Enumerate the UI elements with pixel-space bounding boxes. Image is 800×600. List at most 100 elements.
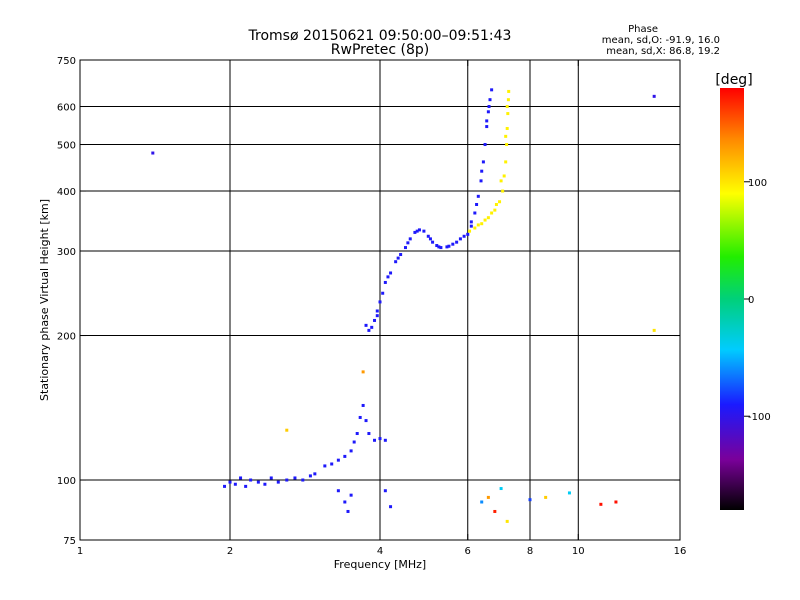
data-point xyxy=(493,509,497,513)
y-tick-label: 750 xyxy=(57,56,76,67)
colorbar-tick-label: 0 xyxy=(748,295,754,306)
data-point xyxy=(506,112,510,116)
data-point xyxy=(505,143,509,147)
data-point xyxy=(336,458,340,462)
data-point xyxy=(381,291,385,295)
data-point xyxy=(383,280,387,284)
data-point xyxy=(493,208,497,212)
data-point xyxy=(428,237,432,241)
data-point xyxy=(378,437,382,441)
phase-stats-title: Phase xyxy=(628,24,658,35)
data-point xyxy=(223,484,227,488)
y-tick-label: 75 xyxy=(63,536,76,547)
data-point xyxy=(375,309,379,313)
data-point xyxy=(476,223,480,227)
y-tick-label: 200 xyxy=(57,332,76,343)
data-point xyxy=(396,256,400,260)
data-point xyxy=(293,476,297,480)
data-point xyxy=(389,505,393,509)
data-point xyxy=(375,314,379,318)
data-point xyxy=(228,480,232,484)
x-tick-label: 2 xyxy=(227,546,233,557)
data-point xyxy=(370,325,374,329)
data-point xyxy=(308,474,312,478)
data-point xyxy=(499,487,503,491)
data-point xyxy=(417,228,421,232)
y-tick-label: 100 xyxy=(57,476,76,487)
colorbar-ticks: 100 0 -100 xyxy=(744,178,771,423)
data-point xyxy=(343,454,347,458)
data-point xyxy=(473,211,477,215)
data-point xyxy=(476,194,480,198)
y-tick-label: 400 xyxy=(57,187,76,198)
y-tick-label: 500 xyxy=(57,141,76,152)
data-point xyxy=(485,119,489,123)
x-tick-label: 10 xyxy=(572,546,585,557)
colorbar-label: [deg] xyxy=(715,72,752,88)
data-point xyxy=(466,232,470,236)
data-point xyxy=(276,480,280,484)
y-tick-label: 300 xyxy=(57,247,76,258)
data-point xyxy=(485,125,489,129)
data-point xyxy=(151,151,155,155)
y-tick-label: 600 xyxy=(57,103,76,114)
data-point xyxy=(473,226,477,230)
data-point xyxy=(301,478,305,482)
data-point xyxy=(490,211,494,215)
data-point xyxy=(256,480,260,484)
data-point xyxy=(378,300,382,304)
data-point xyxy=(652,94,656,98)
data-point xyxy=(528,498,532,502)
data-point xyxy=(367,432,371,436)
data-point xyxy=(406,241,410,245)
data-point xyxy=(355,432,359,436)
data-point xyxy=(367,328,371,332)
grid-lines xyxy=(80,60,680,540)
data-point xyxy=(435,244,439,248)
data-point xyxy=(413,230,417,234)
chart-subtitle: RwPretec (8p) xyxy=(331,42,429,58)
data-point xyxy=(364,323,368,327)
data-point xyxy=(383,438,387,442)
x-axis-label: Frequency [MHz] xyxy=(334,558,426,571)
data-point xyxy=(498,200,502,204)
data-point xyxy=(445,245,449,249)
y-axis-label: Stationary phase Virtual Height [km] xyxy=(38,199,51,401)
data-point xyxy=(499,179,503,183)
data-point xyxy=(505,519,509,523)
data-point xyxy=(490,88,494,92)
data-point xyxy=(239,476,243,480)
data-point xyxy=(349,493,353,497)
data-point xyxy=(361,403,365,407)
data-point xyxy=(479,179,483,183)
data-point xyxy=(469,224,473,228)
data-point xyxy=(323,464,327,468)
data-point xyxy=(394,260,398,264)
data-point xyxy=(481,160,485,164)
data-point xyxy=(486,110,490,114)
data-point xyxy=(494,202,498,206)
x-tick-label: 1 xyxy=(77,546,83,557)
data-point xyxy=(567,491,571,495)
data-point xyxy=(244,484,248,488)
data-point xyxy=(486,495,490,499)
data-point xyxy=(455,240,459,244)
data-point xyxy=(336,489,340,493)
data-point xyxy=(249,478,253,482)
data-point xyxy=(352,440,356,444)
data-point xyxy=(505,126,509,130)
data-point xyxy=(544,495,548,499)
data-point xyxy=(480,222,484,226)
x-tick-label: 4 xyxy=(377,546,383,557)
data-point xyxy=(487,105,491,109)
data-point xyxy=(349,449,353,453)
data-point xyxy=(462,234,466,238)
data-point xyxy=(285,428,289,432)
data-point xyxy=(501,189,505,193)
data-point xyxy=(233,482,237,486)
data-point xyxy=(386,275,390,279)
data-point xyxy=(469,220,473,224)
data-point xyxy=(483,143,487,147)
data-point xyxy=(504,134,508,138)
